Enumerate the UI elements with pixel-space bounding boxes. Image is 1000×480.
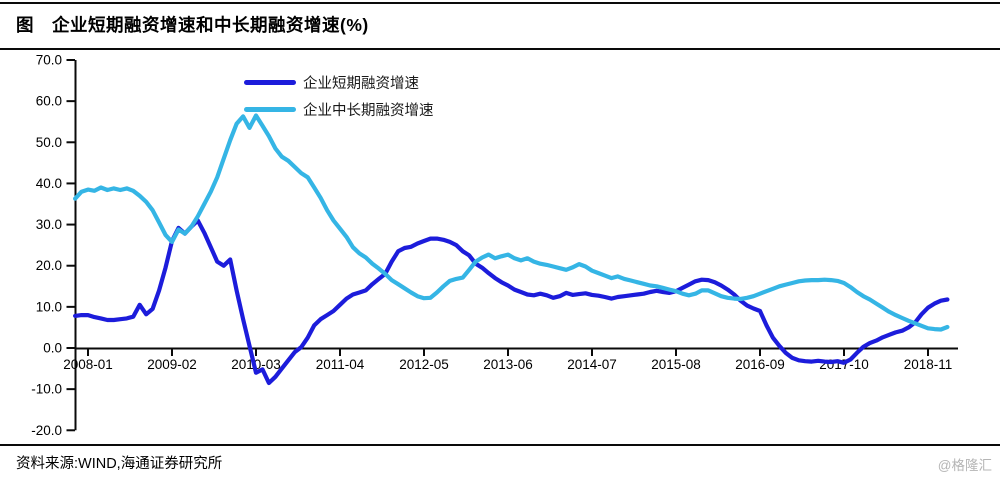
series-line-short-term: [72, 218, 950, 386]
series-lines: [72, 113, 950, 386]
chart-title: 图 企业短期融资增速和中长期融资增速(%): [16, 15, 369, 35]
legend-swatch-medium-long-term-line: [244, 106, 296, 112]
y-axis-ticks: [66, 59, 75, 432]
legend-item-medium-long-term: 企业中长期融资增速: [244, 100, 434, 119]
y-axis-label: 50.0: [36, 135, 62, 150]
x-axis-label: 2018-11: [904, 357, 953, 372]
chart-axes: [74, 60, 958, 431]
legend-label-short-term: 企业短期融资增速: [303, 75, 419, 92]
y-axis-label: 20.0: [36, 258, 62, 273]
title-divider: [0, 48, 1000, 50]
x-axis-label: 2016-09: [735, 357, 785, 372]
legend-label-medium-long-term: 企业中长期融资增速: [303, 102, 434, 119]
legend: 企业短期融资增速 企业中长期融资增速: [244, 73, 434, 119]
watermark: @格隆汇: [937, 458, 992, 473]
x-axis-ticks: [87, 349, 929, 356]
x-axis-label: 2012-05: [399, 357, 449, 372]
y-axis-label: 70.0: [36, 53, 62, 68]
top-divider: [0, 2, 1000, 4]
x-axis-label: 2008-01: [63, 357, 113, 372]
footer-divider: [0, 444, 1000, 446]
series-line-medium-long-term: [72, 113, 950, 332]
y-axis-label: 60.0: [36, 94, 62, 109]
x-axis-label: 2013-06: [483, 357, 533, 372]
y-axis-label: -10.0: [31, 382, 62, 397]
x-axis-label: 2014-07: [567, 357, 617, 372]
y-axis-label: -20.0: [31, 423, 62, 438]
y-axis-labels: 70.0 60.0 50.0 40.0 30.0 20.0 10.0 0.0 -10.0 -20.…: [31, 53, 62, 438]
x-axis-label: 2011-04: [316, 357, 365, 372]
x-axis-label: 2015-08: [651, 357, 701, 372]
legend-item-short-term: 企业短期融资增速: [244, 73, 434, 92]
y-axis-label: 30.0: [36, 217, 62, 232]
legend-swatch-short-term-line: [244, 79, 296, 85]
y-axis-label: 40.0: [36, 176, 62, 191]
y-axis-label: 10.0: [36, 299, 62, 314]
y-axis-label: 0.0: [43, 341, 62, 356]
data-source-note: 资料来源:WIND,海通证券研究所: [16, 456, 223, 472]
x-axis-label: 2009-02: [147, 357, 197, 372]
